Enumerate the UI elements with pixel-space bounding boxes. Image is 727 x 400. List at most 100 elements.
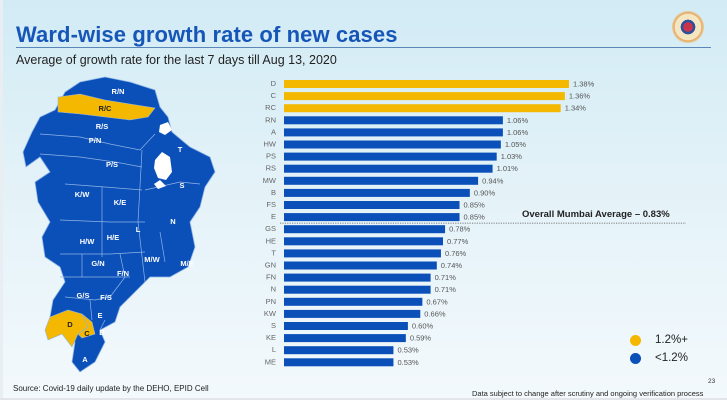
category-label: ME — [265, 357, 276, 366]
legend-item-high: 1.2%+ — [630, 331, 688, 349]
value-label: 0.94% — [482, 176, 504, 185]
value-label: 0.71% — [435, 273, 457, 282]
bar-kw — [284, 309, 421, 318]
bar-me — [284, 358, 394, 367]
value-label: 1.06% — [507, 116, 529, 125]
category-label: C — [271, 91, 277, 100]
ward-label: E — [97, 311, 102, 320]
bar-pn — [284, 297, 423, 306]
ward-label: R/N — [112, 87, 125, 96]
slide-edge — [0, 0, 3, 400]
category-label: RC — [265, 103, 276, 112]
ward-label: G/S — [77, 291, 90, 300]
source-note: Source: Covid-19 daily update by the DEH… — [13, 384, 209, 393]
category-label: KE — [266, 333, 276, 342]
value-label: 1.34% — [565, 104, 587, 113]
category-label: L — [272, 345, 276, 354]
value-label: 0.53% — [397, 358, 419, 367]
category-label: T — [271, 248, 276, 257]
map-landmass — [22, 76, 216, 373]
bar-a — [284, 128, 503, 137]
category-label: S — [271, 321, 276, 330]
category-label: MW — [263, 176, 277, 185]
ward-label: M/E — [180, 259, 193, 268]
title-divider — [16, 47, 711, 48]
bar-fs — [284, 201, 460, 209]
value-label: 0.67% — [426, 297, 448, 306]
ward-label: P/S — [106, 160, 118, 169]
ward-label: R/C — [99, 104, 113, 113]
bar-c — [284, 92, 565, 101]
category-label: RS — [266, 164, 276, 173]
bar-rn — [284, 116, 503, 125]
category-label: N — [271, 285, 276, 294]
ward-label: H/E — [107, 233, 120, 242]
value-label: 1.36% — [569, 92, 591, 101]
category-label: HW — [264, 139, 277, 148]
ward-label: K/W — [75, 190, 91, 199]
ward-label: H/W — [80, 237, 96, 246]
category-label: D — [271, 79, 277, 88]
page-subtitle: Average of growth rate for the last 7 da… — [16, 53, 337, 67]
bar-d — [284, 80, 569, 88]
category-label: FS — [266, 200, 276, 209]
value-label: 0.77% — [447, 237, 469, 246]
bar-s — [284, 322, 408, 330]
value-label: 0.85% — [464, 200, 486, 209]
bar-ke — [284, 334, 406, 343]
legend-label: <1.2% — [655, 352, 688, 364]
value-label: 1.05% — [505, 140, 527, 149]
category-label: KW — [264, 309, 277, 318]
ward-label: G/N — [91, 259, 104, 268]
ward-label: K/E — [114, 198, 127, 207]
category-label: GS — [265, 224, 276, 233]
value-label: 0.76% — [445, 249, 467, 258]
value-label: 0.90% — [474, 188, 496, 197]
ward-label: R/S — [96, 122, 109, 131]
bar-t — [284, 249, 441, 258]
category-label: RN — [265, 115, 276, 124]
lake-patch — [154, 152, 172, 180]
legend-dot-high-icon — [630, 334, 641, 346]
category-label: HE — [266, 236, 276, 245]
legend-dot-low-icon — [630, 352, 641, 364]
value-label: 1.38% — [573, 79, 595, 88]
value-label: 0.85% — [464, 213, 486, 222]
category-label: A — [271, 127, 276, 136]
legend-item-low: <1.2% — [630, 349, 688, 367]
lake-patch — [159, 122, 172, 135]
slide-bottom-edge — [0, 398, 727, 400]
value-label: 0.60% — [412, 321, 434, 330]
category-label: B — [271, 188, 276, 197]
ward-label: S — [179, 181, 184, 190]
ward-label: D — [67, 320, 73, 329]
value-label: 1.06% — [507, 128, 529, 137]
emblem-icon — [673, 12, 703, 42]
ward-label: A — [82, 355, 88, 364]
value-label: 0.71% — [435, 285, 457, 294]
value-label: 0.74% — [441, 261, 463, 270]
bar-fn — [284, 273, 431, 282]
bar-rc — [284, 104, 561, 113]
ward-label: M/W — [144, 255, 160, 264]
ward-label: T — [178, 145, 183, 154]
category-label: PN — [266, 297, 276, 306]
ward-label: P/N — [89, 136, 102, 145]
ward-rc-region — [57, 93, 156, 121]
bar-ps — [284, 152, 497, 161]
ward-c-region — [77, 313, 96, 339]
bar-e — [284, 213, 460, 222]
ward-label: F/S — [100, 293, 112, 302]
chart-legend: 1.2%+ <1.2% — [630, 331, 688, 367]
bar-n — [284, 285, 431, 294]
legend-label: 1.2%+ — [655, 334, 688, 346]
bar-gs — [284, 225, 446, 234]
value-label: 0.59% — [410, 334, 432, 343]
bar-l — [284, 346, 394, 355]
ward-label: N — [170, 217, 175, 226]
bar-he — [284, 237, 444, 246]
bar-hw — [284, 140, 501, 149]
value-label: 0.66% — [424, 309, 446, 318]
category-label: PS — [266, 152, 276, 161]
